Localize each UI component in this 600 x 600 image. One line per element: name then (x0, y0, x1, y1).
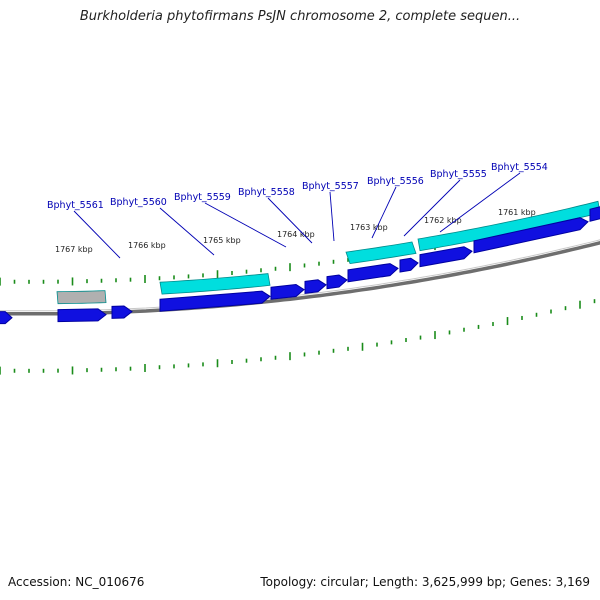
topology-text: Topology: circular; Length: 3,625,999 bp… (260, 575, 590, 589)
gene-label-leader (403, 179, 461, 237)
gene-label-leader (204, 202, 287, 248)
gene-label[interactable]: Bphyt_5561 (47, 200, 104, 211)
gene-label-leader (73, 210, 121, 259)
gene-arrow[interactable] (159, 290, 271, 312)
gene-label[interactable]: Bphyt_5555 (430, 169, 487, 180)
kbp-tick-label: 1765 kbp (203, 236, 241, 245)
gene-label[interactable]: Bphyt_5556 (367, 176, 424, 187)
gene-label[interactable]: Bphyt_5557 (302, 181, 359, 192)
kbp-tick-label: 1762 kbp (424, 216, 462, 225)
accession-text: Accession: NC_010676 (8, 575, 145, 589)
gene-label[interactable]: Bphyt_5558 (238, 187, 295, 198)
map-title: Burkholderia phytofirmans PsJN chromosom… (79, 9, 521, 24)
gene-arrow[interactable] (347, 263, 399, 283)
gene-arrow[interactable] (419, 246, 473, 268)
gene-arrow[interactable] (473, 217, 589, 254)
gene-arrow[interactable] (57, 308, 107, 323)
gene-label-leader (439, 172, 521, 233)
kbp-tick-label: 1767 kbp (55, 245, 93, 254)
gene-arrow[interactable] (399, 257, 419, 273)
cyan-feature-band (159, 273, 271, 295)
gene-arrow[interactable] (0, 311, 13, 325)
cyan-feature-band (345, 241, 417, 265)
kbp-scale: 1767 kbp 1766 kbp 1765 kbp 1764 kbp 1763 kbp… (55, 208, 536, 254)
kbp-tick-label: 1766 kbp (128, 241, 166, 250)
gene-track[interactable] (0, 206, 600, 325)
gene-arrow[interactable] (326, 274, 348, 290)
gene-label-leader (267, 197, 313, 244)
gene-labels[interactable]: Bphyt_5561 Bphyt_5560 Bphyt_5559 Bphyt_5558… (47, 162, 548, 259)
kbp-tick-label: 1761 kbp (498, 208, 536, 217)
gene-label[interactable]: Bphyt_5559 (174, 192, 231, 203)
kbp-tick-label: 1764 kbp (277, 230, 315, 239)
gene-arrow[interactable] (304, 279, 327, 294)
outer-tick-ring (0, 299, 596, 375)
gene-label-leader (371, 186, 397, 239)
kbp-tick-label: 1763 kbp (350, 223, 388, 232)
gene-arrow[interactable] (589, 206, 600, 222)
gene-label-leader (329, 191, 335, 242)
gene-arrow[interactable] (270, 283, 305, 300)
feature-bands (56, 200, 600, 305)
gene-label-leader (159, 207, 215, 256)
grey-feature-band (56, 290, 107, 305)
gene-label[interactable]: Bphyt_5554 (491, 162, 548, 173)
gene-arrow[interactable] (111, 305, 133, 319)
gene-label[interactable]: Bphyt_5560 (110, 197, 167, 208)
